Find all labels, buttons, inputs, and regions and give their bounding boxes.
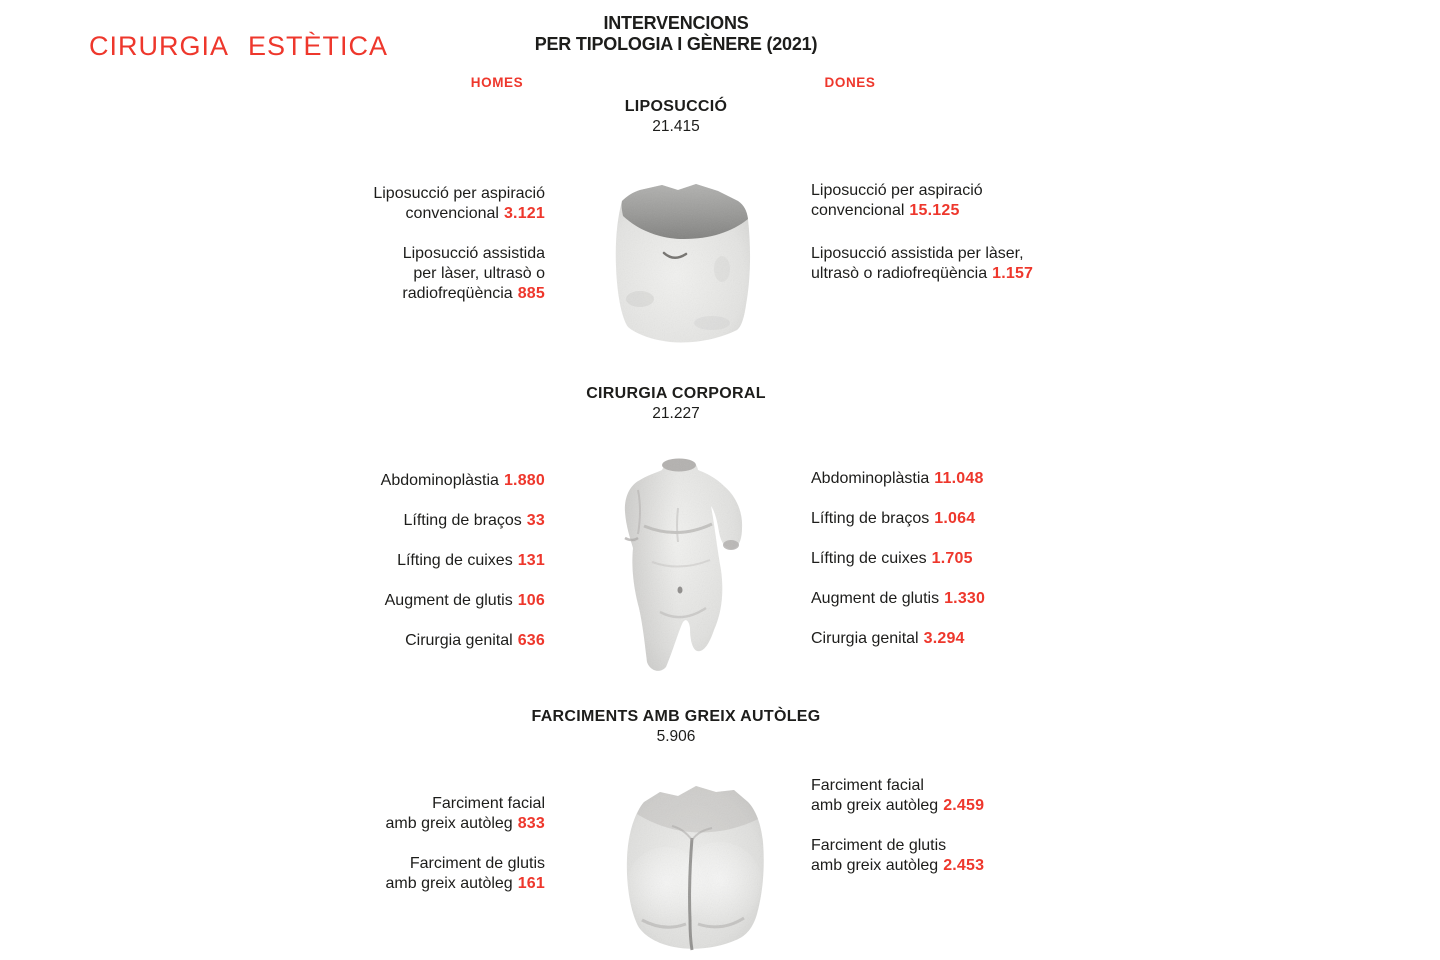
stat-value: 3.294: [923, 630, 965, 647]
stat-dones-lifting-bracos: Lífting de braços 1.064: [811, 509, 975, 529]
stat-homes-cirurgia-genital: Cirurgia genital 636: [405, 631, 545, 651]
stat-label-line: Farciment facial: [811, 777, 924, 794]
stat-value: 1.880: [503, 472, 545, 489]
stat-dones-lifting-cuixes: Lífting de cuixes 1.705: [811, 549, 973, 569]
chart-title-line2: PER TIPOLOGIA I GÈNERE (2021): [534, 34, 818, 54]
stat-label-line: amb greix autòleg 161: [386, 874, 545, 894]
stat-label-line: radiofreqüència 885: [402, 284, 545, 304]
stat-dones-cirurgia-genital: Cirurgia genital 3.294: [811, 629, 965, 649]
stat-homes-abdominoplastia: Abdominoplàstia 1.880: [381, 471, 545, 491]
stat-dones-farciment-glutis: Farciment de glutis amb greix autòleg 2.4…: [811, 836, 984, 876]
stat-dones-liposuccio-convencional: Liposucció per aspiració convencional 15.…: [811, 181, 983, 221]
stat-label-line: Liposucció assistida per làser,: [811, 245, 1024, 262]
stat-dones-farciment-facial: Farciment facial amb greix autòleg 2.459: [811, 776, 984, 816]
stat-label-text: Augment de glutis: [384, 592, 513, 609]
stat-label-text: Lífting de braços: [403, 512, 522, 529]
stat-label-text: convencional: [811, 202, 905, 219]
stat-label-line: Lífting de cuixes 1.705: [811, 549, 973, 569]
stat-label-line: amb greix autòleg 2.453: [811, 856, 984, 876]
torso-statue-image: [624, 458, 743, 671]
chart-title: INTERVENCIONS PER TIPOLOGIA I GÈNERE (20…: [0, 13, 1352, 55]
stat-label-line: Abdominoplàstia 11.048: [811, 469, 984, 489]
stat-value: 1.705: [931, 550, 973, 567]
stat-label-text: Abdominoplàstia: [380, 472, 499, 489]
stat-label-text: Cirurgia genital: [811, 630, 919, 647]
stat-label-text: Augment de glutis: [811, 590, 940, 607]
stat-value: 161: [517, 875, 545, 892]
stat-value: 2.453: [943, 857, 985, 874]
stat-label-line: Cirurgia genital 636: [405, 631, 545, 651]
stat-value: 3.121: [503, 205, 545, 222]
section-total-liposuccio: 21.415: [652, 118, 700, 135]
stat-homes-augment-glutis: Augment de glutis 106: [385, 591, 545, 611]
column-header-dones: DONES: [824, 75, 876, 90]
stat-label-line: Abdominoplàstia 1.880: [381, 471, 545, 491]
stat-label-line: per làser, ultrasò o: [413, 265, 545, 282]
stat-homes-farciment-facial: Farciment facial amb greix autòleg 833: [386, 794, 545, 834]
buttocks-statue-image: [626, 786, 764, 951]
stat-label-line: Farciment de glutis: [409, 855, 545, 872]
stat-value: 15.125: [909, 202, 960, 219]
stat-value: 636: [517, 632, 545, 649]
stat-label-line: Liposucció per aspiració: [811, 182, 983, 199]
stat-label-text: amb greix autòleg: [811, 797, 939, 814]
stat-homes-lifting-cuixes: Lífting de cuixes 131: [397, 551, 545, 571]
stat-value: 2.459: [943, 797, 985, 814]
stat-value: 106: [517, 592, 545, 609]
stat-label-line: Lífting de cuixes 131: [397, 551, 545, 571]
column-header-homes: HOMES: [470, 75, 524, 90]
stat-value: 11.048: [934, 470, 984, 487]
stat-label-line: Liposucció assistida: [402, 245, 545, 262]
stat-label-line: convencional 15.125: [811, 201, 983, 221]
section-title-cirurgia-corporal: CIRURGIA CORPORAL: [586, 385, 766, 402]
stat-label-line: Lífting de braços 33: [404, 511, 546, 531]
stat-label-line: Lífting de braços 1.064: [811, 509, 975, 529]
stat-label-text: Cirurgia genital: [405, 632, 513, 649]
stat-value: 885: [517, 285, 545, 302]
stat-homes-liposuccio-convencional: Liposucció per aspiració convencional 3.1…: [373, 184, 545, 224]
stat-homes-lifting-bracos: Lífting de braços 33: [404, 511, 546, 531]
stat-label-text: radiofreqüència: [402, 285, 513, 302]
stat-dones-liposuccio-assistida: Liposucció assistida per làser, ultrasò …: [811, 244, 1033, 284]
stat-label-text: Lífting de cuixes: [811, 550, 927, 567]
stat-label-line: amb greix autòleg 833: [386, 814, 545, 834]
stat-label-line: Cirurgia genital 3.294: [811, 629, 965, 649]
stat-label-text: convencional: [405, 205, 499, 222]
stat-label-text: Abdominoplàstia: [811, 470, 930, 487]
stat-label-line: Augment de glutis 106: [385, 591, 545, 611]
stat-label-text: amb greix autòleg: [811, 857, 939, 874]
stat-value: 833: [517, 815, 545, 832]
stat-label-line: Farciment facial: [432, 795, 545, 812]
stat-value: 33: [526, 512, 545, 529]
stat-dones-abdominoplastia: Abdominoplàstia 11.048: [811, 469, 984, 489]
stat-homes-liposuccio-assistida: Liposucció assistida per làser, ultrasò …: [402, 244, 545, 304]
chart-title-line1: INTERVENCIONS: [603, 13, 749, 33]
stat-label-text: Lífting de braços: [811, 510, 930, 527]
stat-label-line: amb greix autòleg 2.459: [811, 796, 984, 816]
stat-dones-augment-glutis: Augment de glutis 1.330: [811, 589, 985, 609]
section-title-farciments: FARCIMENTS AMB GREIX AUTÒLEG: [531, 708, 821, 725]
section-total-farciments: 5.906: [656, 728, 696, 745]
stat-label-text: amb greix autòleg: [385, 875, 513, 892]
stat-value: 1.330: [944, 590, 986, 607]
abdomen-statue-image: [615, 184, 751, 343]
stat-label-line: convencional 3.121: [373, 204, 545, 224]
stat-value: 131: [517, 552, 545, 569]
stat-value: 1.064: [934, 510, 976, 527]
page-title: CIRURGIA ESTÈTICA: [89, 31, 389, 61]
stat-label-text: Lífting de cuixes: [397, 552, 513, 569]
stat-label-text: amb greix autòleg: [385, 815, 513, 832]
stat-value: 1.157: [992, 265, 1034, 282]
stat-homes-farciment-glutis: Farciment de glutis amb greix autòleg 161: [386, 854, 545, 894]
stat-label-line: Liposucció per aspiració: [373, 185, 545, 202]
stat-label-line: Farciment de glutis: [811, 837, 947, 854]
section-total-cirurgia-corporal: 21.227: [652, 405, 700, 422]
stat-label-line: ultrasò o radiofreqüència 1.157: [811, 264, 1033, 284]
section-title-liposuccio: LIPOSUCCIÓ: [624, 98, 728, 115]
stat-label-line: Augment de glutis 1.330: [811, 589, 985, 609]
stat-label-text: ultrasò o radiofreqüència: [811, 265, 988, 282]
